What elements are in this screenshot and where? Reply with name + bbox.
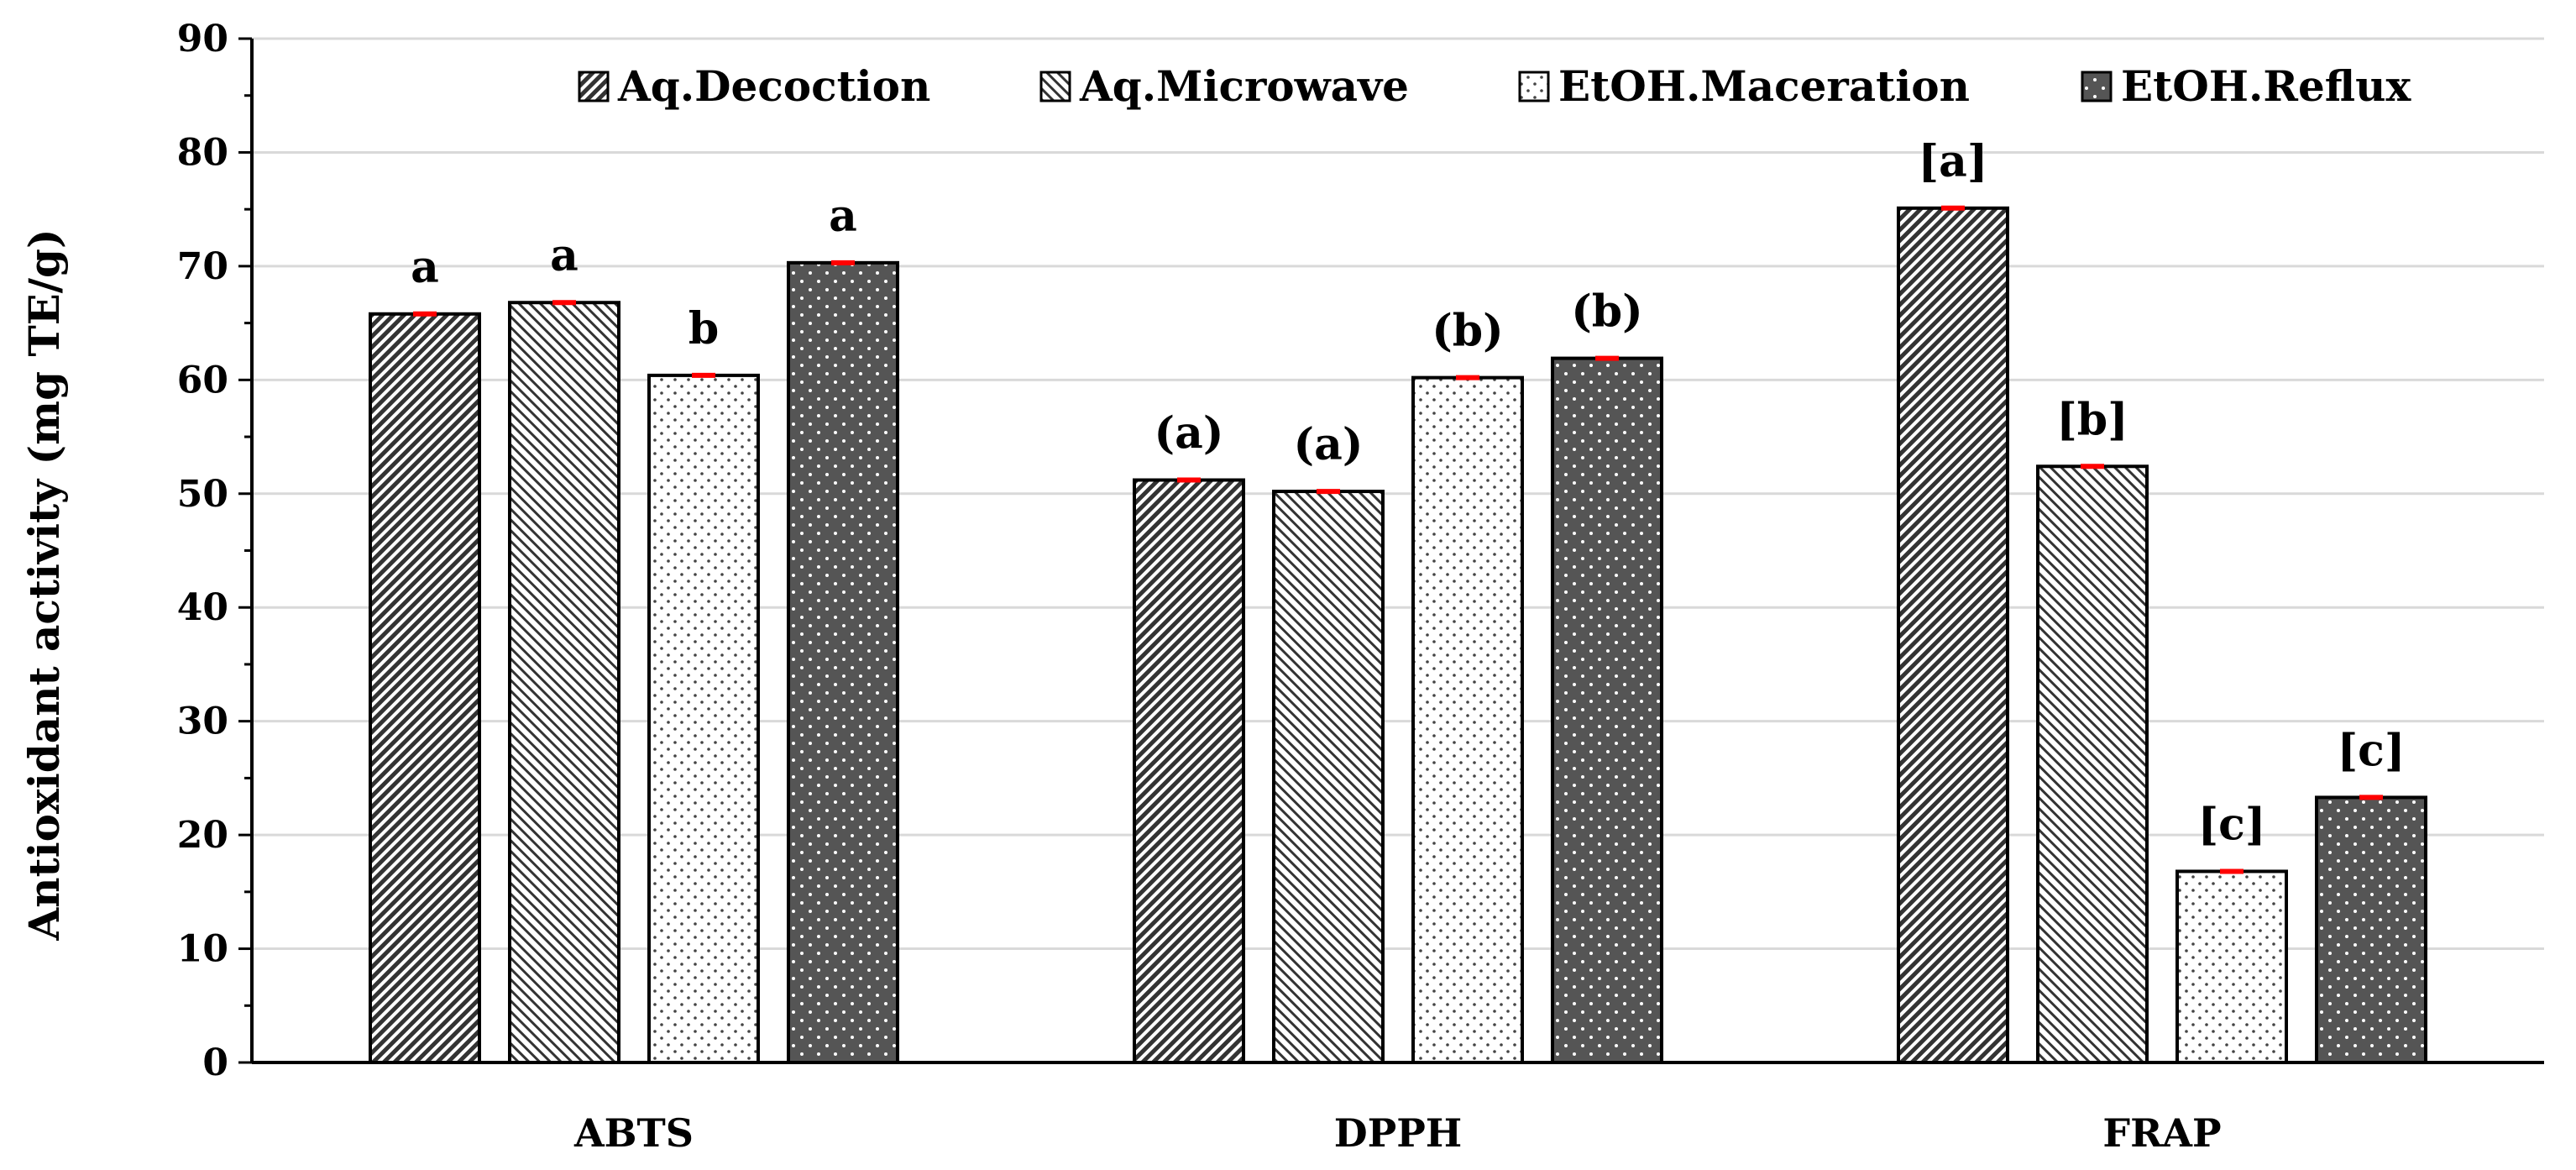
bar-frap-aq-microwave	[2036, 464, 2149, 1064]
significance-label: [a]	[1919, 136, 1988, 187]
y-axis-title: Antioxidant activity (mg TE/g)	[19, 228, 69, 941]
y-tick-label: 20	[177, 814, 228, 857]
legend-label: EtOH.Reflux	[2121, 61, 2411, 111]
y-tick-label: 60	[177, 359, 228, 401]
x-category-label: DPPH	[1334, 1110, 1463, 1156]
significance-label: (a)	[1294, 419, 1364, 470]
bar-dpph-etoh-maceration	[1411, 375, 1524, 1064]
significance-label: a	[550, 230, 579, 281]
legend-swatch	[578, 71, 610, 102]
y-tick-label: 50	[177, 473, 228, 516]
significance-label: (b)	[1432, 306, 1504, 357]
significance-label: b	[689, 303, 719, 354]
legend-swatch	[1039, 71, 1071, 102]
significance-label: a	[829, 191, 857, 242]
bar-dpph-etoh-reflux	[1551, 356, 1663, 1064]
significance-label: [b]	[2056, 394, 2128, 445]
y-tick-label: 80	[177, 131, 228, 174]
y-tick-label: 30	[177, 700, 228, 743]
legend-swatch	[2081, 71, 2113, 102]
bar-abts-etoh-maceration	[647, 373, 760, 1065]
y-tick-label: 70	[177, 245, 228, 288]
y-tick-label: 0	[202, 1041, 228, 1084]
y-tick-label: 90	[177, 18, 228, 60]
significance-label: a	[411, 242, 439, 293]
bar-dpph-aq-decoction	[1133, 478, 1245, 1064]
bar-frap-etoh-reflux	[2315, 795, 2427, 1064]
legend-swatch	[1518, 71, 1550, 102]
significance-label: [c]	[2198, 799, 2266, 850]
bar-abts-aq-decoction	[369, 312, 481, 1064]
y-tick-label: 10	[177, 928, 228, 971]
significance-label: (a)	[1154, 408, 1224, 459]
bar-frap-etoh-maceration	[2175, 869, 2288, 1065]
significance-label: (b)	[1571, 286, 1643, 338]
x-category-label: ABTS	[573, 1110, 694, 1156]
bar-abts-aq-microwave	[508, 301, 620, 1064]
bar-abts-etoh-reflux	[787, 260, 899, 1064]
bar-dpph-aq-microwave	[1272, 490, 1385, 1064]
legend-label: Aq.Decoction	[617, 61, 930, 111]
significance-label: [c]	[2338, 725, 2406, 776]
y-tick-label: 40	[177, 586, 228, 629]
legend-label: Aq.Microwave	[1079, 61, 1409, 111]
legend-label: EtOH.Maceration	[1558, 61, 1970, 111]
x-category-label: FRAP	[2102, 1110, 2221, 1156]
bar-frap-aq-decoction	[1897, 206, 2009, 1065]
